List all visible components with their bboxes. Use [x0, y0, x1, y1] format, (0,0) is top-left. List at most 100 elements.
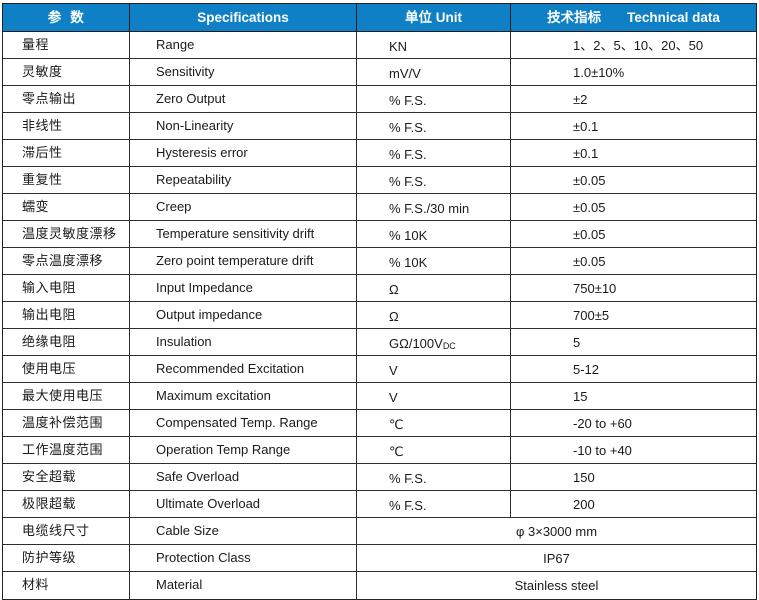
unit-cell: ℃: [357, 437, 511, 463]
unit-text: Ω: [389, 282, 399, 297]
parameter-zh-cell: 零点温度漂移: [3, 248, 130, 274]
unit-cell: % F.S./30 min: [357, 194, 511, 220]
parameter-zh-cell: 材料: [3, 572, 130, 599]
parameter-zh-cell: 灵敏度: [3, 59, 130, 85]
unit-text: % F.S.: [389, 120, 427, 135]
unit-cell: % F.S.: [357, 86, 511, 112]
specification-en-cell: Insulation: [130, 329, 357, 355]
unit-cell: % F.S.: [357, 167, 511, 193]
technical-data-cell: 15: [573, 389, 588, 404]
unit-cell: KN: [357, 32, 511, 58]
specification-en-cell: Non-Linearity: [130, 113, 357, 139]
table-header-row: 参 数 Specifications 单位 Unit 技术指标 Technical…: [3, 4, 756, 32]
specification-en-cell: Sensitivity: [130, 59, 357, 85]
table-row: 极限超载 Ultimate Overload % F.S. 200: [3, 491, 756, 518]
specification-en-cell: Recommended Excitation: [130, 356, 357, 382]
specification-en-cell: Hysteresis error: [130, 140, 357, 166]
unit-text: ℃: [389, 444, 404, 459]
unit-text: ℃: [389, 417, 404, 432]
table-body: 量程 Range KN 1、2、5、10、20、50 灵敏度 Sensitivi…: [3, 32, 756, 599]
unit-cell: V: [357, 383, 511, 409]
unit-text: % F.S.: [389, 471, 427, 486]
specification-en-cell: Output impedance: [130, 302, 357, 328]
specification-en-cell: Repeatability: [130, 167, 357, 193]
technical-data-cell: ±0.1: [573, 146, 599, 161]
specification-en-cell: Temperature sensitivity drift: [130, 221, 357, 247]
header-technical-data-zh: 技术指标: [547, 10, 602, 25]
technical-data-cell: 750±10: [573, 281, 617, 296]
unit-text: Ω: [389, 309, 399, 324]
specification-en-cell: Range: [130, 32, 357, 58]
unit-cell: ℃: [357, 410, 511, 436]
specification-en-cell: Material: [130, 572, 357, 599]
specification-en-cell: Zero point temperature drift: [130, 248, 357, 274]
parameter-zh-cell: 安全超载: [3, 464, 130, 490]
technical-data-cell: ±0.05: [573, 254, 606, 269]
header-specifications: Specifications: [130, 4, 357, 31]
unit-text: GΩ/100V: [389, 336, 443, 351]
unit-text: % F.S.: [389, 93, 427, 108]
parameter-zh-cell: 输出电阻: [3, 302, 130, 328]
technical-data-cell: 200: [573, 497, 595, 512]
technical-data-cell: 150: [573, 470, 595, 485]
unit-text: % F.S.: [389, 498, 427, 513]
table-row: 输入电阻 Input Impedance Ω 750±10: [3, 275, 756, 302]
technical-data-cell: -20 to +60: [573, 416, 632, 431]
parameter-zh-cell: 绝缘电阻: [3, 329, 130, 355]
header-technical-data: 技术指标 Technical data: [511, 4, 756, 31]
table-row: 零点输出 Zero Output % F.S. ±2: [3, 86, 756, 113]
header-technical-data-en: Technical data: [627, 10, 720, 25]
unit-text: V: [389, 363, 398, 378]
parameter-zh-cell: 滞后性: [3, 140, 130, 166]
parameter-zh-cell: 零点输出: [3, 86, 130, 112]
parameter-zh-cell: 输入电阻: [3, 275, 130, 301]
table-row: 温度补偿范围 Compensated Temp. Range ℃ -20 to …: [3, 410, 756, 437]
specification-en-cell: Cable Size: [130, 518, 357, 544]
unit-cell: Ω: [357, 275, 511, 301]
technical-data-cell: ±0.1: [573, 119, 599, 134]
unit-text: % F.S.: [389, 174, 427, 189]
technical-data-cell: ±0.05: [573, 200, 606, 215]
specification-en-cell: Compensated Temp. Range: [130, 410, 357, 436]
table-row: 蠕变 Creep % F.S./30 min ±0.05: [3, 194, 756, 221]
specification-en-cell: Ultimate Overload: [130, 491, 357, 517]
specification-en-cell: Creep: [130, 194, 357, 220]
table-row: 绝缘电阻 Insulation GΩ/100VDC 5: [3, 329, 756, 356]
header-unit: 单位 Unit: [357, 4, 511, 31]
header-parameter: 参 数: [3, 4, 130, 31]
unit-cell: mV/V: [357, 59, 511, 85]
unit-text: mV/V: [389, 66, 421, 81]
unit-cell: % F.S.: [357, 491, 511, 517]
technical-data-cell: 700±5: [573, 308, 610, 323]
parameter-zh-cell: 量程: [3, 32, 130, 58]
table-row: 温度灵敏度漂移 Temperature sensitivity drift % …: [3, 221, 756, 248]
technical-data-cell: ±2: [573, 92, 588, 107]
table-row: 使用电压 Recommended Excitation V 5-12: [3, 356, 756, 383]
table-row: 滞后性 Hysteresis error % F.S. ±0.1: [3, 140, 756, 167]
technical-data-cell: ±0.05: [573, 227, 606, 242]
merged-value-cell: φ 3×3000 mm: [515, 524, 598, 539]
parameter-zh-cell: 蠕变: [3, 194, 130, 220]
unit-cell: % 10K: [357, 248, 511, 274]
technical-data-cell: 1、2、5、10、20、50: [573, 38, 704, 53]
parameter-zh-cell: 极限超载: [3, 491, 130, 517]
specification-table: 参 数 Specifications 单位 Unit 技术指标 Technical…: [2, 3, 757, 600]
parameter-zh-cell: 非线性: [3, 113, 130, 139]
technical-data-cell: ±0.05: [573, 173, 606, 188]
table-row: 非线性 Non-Linearity % F.S. ±0.1: [3, 113, 756, 140]
table-row: 灵敏度 Sensitivity mV/V 1.0±10%: [3, 59, 756, 86]
unit-cell: V: [357, 356, 511, 382]
parameter-zh-cell: 重复性: [3, 167, 130, 193]
specification-en-cell: Protection Class: [130, 545, 357, 571]
table-row: 重复性 Repeatability % F.S. ±0.05: [3, 167, 756, 194]
unit-text: % F.S./30 min: [389, 201, 470, 216]
table-row: 电缆线尺寸 Cable Size φ 3×3000 mm: [3, 518, 756, 545]
unit-cell: % F.S.: [357, 140, 511, 166]
specification-en-cell: Input Impedance: [130, 275, 357, 301]
parameter-zh-cell: 工作温度范围: [3, 437, 130, 463]
unit-text: % F.S.: [389, 147, 427, 162]
technical-data-cell: -10 to +40: [573, 443, 632, 458]
unit-cell: GΩ/100VDC: [357, 329, 511, 355]
unit-cell: % 10K: [357, 221, 511, 247]
table-row: 零点温度漂移 Zero point temperature drift % 10…: [3, 248, 756, 275]
